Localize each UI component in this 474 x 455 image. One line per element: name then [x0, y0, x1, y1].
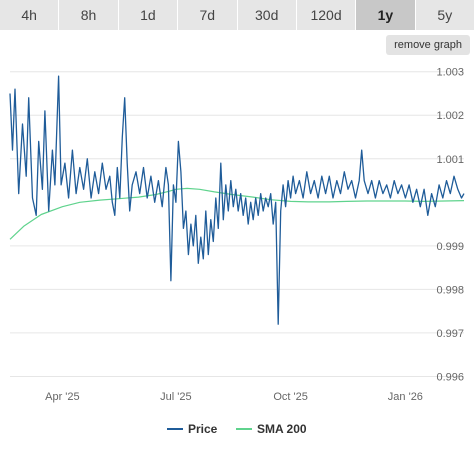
tab-1d[interactable]: 1d — [118, 0, 179, 30]
x-axis-labels: Apr '25 Jul '25 Oct '25 Jan '26 — [45, 391, 423, 403]
x-tick-label: Jul '25 — [160, 391, 191, 403]
y-tick-label: 0.999 — [436, 241, 464, 253]
y-tick-label: 0.997 — [436, 328, 464, 340]
y-tick-label: 0.996 — [436, 371, 464, 383]
legend-label: SMA 200 — [257, 422, 307, 436]
x-tick-label: Oct '25 — [273, 391, 308, 403]
legend-label: Price — [188, 422, 218, 436]
x-tick-label: Jan '26 — [388, 391, 423, 403]
tab-120d[interactable]: 120d — [296, 0, 357, 30]
legend: Price SMA 200 — [167, 422, 307, 436]
series-lines — [9, 75, 465, 325]
tab-1y[interactable]: 1y — [356, 0, 416, 30]
x-tick-label: Apr '25 — [45, 391, 80, 403]
tab-8h[interactable]: 8h — [59, 0, 119, 30]
grid-lines — [10, 71, 464, 377]
sma-200-series-line — [9, 187, 465, 240]
tab-5y[interactable]: 5y — [415, 0, 474, 30]
y-tick-label: 1.003 — [436, 67, 464, 79]
y-tick-label: 1.001 — [436, 154, 464, 166]
y-tick-label: 1.002 — [436, 110, 464, 122]
tab-7d[interactable]: 7d — [178, 0, 238, 30]
tab-4h[interactable]: 4h — [0, 0, 60, 30]
price-chart: 0.996 0.997 0.998 0.999 1.001 1.002 1.003 Apr … — [9, 67, 465, 436]
price-series-line — [9, 75, 465, 325]
timeframe-tabs: 4h 8h 1d 7d 30d 120d 1y 5y — [0, 0, 474, 30]
y-axis-labels: 0.996 0.997 0.998 0.999 1.001 1.002 1.003 — [436, 67, 464, 384]
legend-item-sma-200[interactable]: SMA 200 — [236, 422, 307, 436]
tab-30d[interactable]: 30d — [237, 0, 297, 30]
remove-graph-button[interactable]: remove graph — [386, 35, 470, 55]
legend-item-price[interactable]: Price — [167, 422, 218, 436]
y-tick-label: 0.998 — [436, 284, 464, 296]
